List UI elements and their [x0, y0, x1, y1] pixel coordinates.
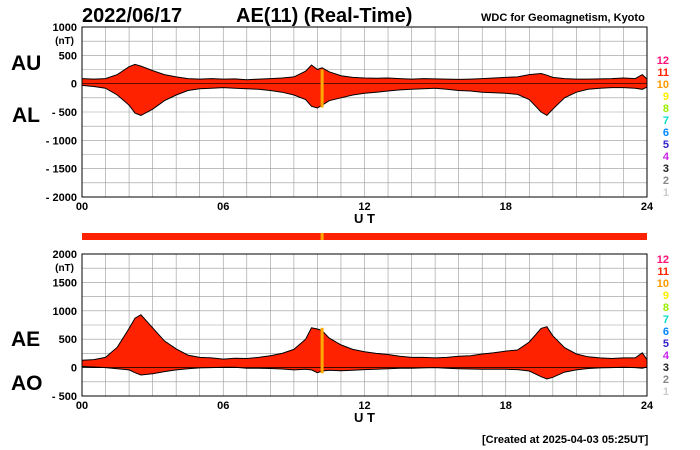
ao-series-line [81, 366, 648, 380]
station-legend-label: 4 [663, 350, 670, 362]
al-series-line [81, 84, 648, 117]
chart-date: 2022/06/17 [82, 5, 183, 27]
station-legend-label: 3 [663, 163, 669, 175]
y-tick-label: - 2000 [46, 192, 77, 204]
al-label: AL [12, 104, 40, 127]
station-legend-label: 9 [663, 290, 669, 302]
x-tick-label: 24 [641, 201, 654, 213]
y-unit-label: (nT) [55, 263, 74, 274]
station-legend-label: 12 [657, 55, 669, 67]
y-tick-label: 0 [71, 363, 77, 375]
x-tick-label: 06 [217, 201, 229, 213]
x-tick-label: 12 [358, 201, 370, 213]
station-legend-label: 10 [657, 79, 669, 91]
ae-series-line [81, 314, 648, 361]
ae-label: AE [11, 328, 41, 351]
station-legend-label: 4 [663, 151, 670, 163]
x-tick-label: 18 [500, 201, 512, 213]
station-legend-label: 6 [663, 326, 669, 338]
y-tick-label: 2000 [53, 249, 77, 261]
ao-label: AO [11, 372, 43, 395]
plot-frame [81, 26, 648, 198]
y-tick-label: - 1000 [46, 135, 77, 147]
station-legend-label: 7 [663, 314, 669, 326]
x-tick-label: 12 [358, 400, 370, 412]
data-status-bar [82, 233, 647, 240]
y-tick-label: - 500 [52, 107, 77, 119]
station-legend-label: 2 [663, 374, 669, 386]
station-legend-label: 12 [657, 254, 669, 266]
plot-frame [81, 253, 648, 397]
data-source-label: WDC for Geomagnetism, Kyoto [481, 12, 645, 24]
au-label: AU [11, 52, 42, 75]
x-tick-label: 00 [76, 400, 88, 412]
x-tick-label: 24 [641, 400, 654, 412]
ae-ao-area [82, 314, 647, 379]
created-timestamp: [Created at 2025-04-03 05:25UT] [482, 434, 649, 446]
y-tick-label: 1000 [53, 306, 77, 318]
y-tick-label: 500 [59, 334, 77, 346]
y-unit-label: (nT) [55, 36, 74, 47]
station-legend-label: 10 [657, 278, 669, 290]
x-axis-label: U T [354, 211, 375, 226]
x-axis-label: U T [354, 410, 375, 425]
station-legend-label: 9 [663, 91, 669, 103]
ae-ao-panel: 2000 1500 1000 500 0 - 500 (nT) 00 06 12 18 24 U T [52, 249, 654, 425]
station-legend-label: 3 [663, 362, 669, 374]
station-legend-label: 11 [657, 67, 669, 79]
station-legend-label: 7 [663, 115, 669, 127]
x-tick-label: 00 [76, 201, 88, 213]
station-legend-label: 1 [663, 386, 669, 398]
station-legend-label: 2 [663, 175, 669, 187]
y-tick-label: - 500 [52, 391, 77, 403]
station-legend-label: 8 [663, 302, 669, 314]
station-legend-label: 5 [663, 338, 669, 350]
status-bar-fill [82, 233, 647, 240]
y-tick-label: 1000 [53, 22, 77, 34]
y-tick-label: - 1500 [46, 164, 77, 176]
station-legend-label: 8 [663, 103, 669, 115]
y-tick-label: 500 [59, 50, 77, 62]
au-series-line [81, 63, 648, 81]
x-tick-label: 18 [500, 400, 512, 412]
station-legend-label: 6 [663, 127, 669, 139]
station-legend-label: 5 [663, 139, 669, 151]
station-legend-label: 11 [657, 266, 669, 278]
y-tick-label: 0 [71, 79, 77, 91]
station-legend-label: 1 [663, 187, 669, 199]
au-al-panel: 1000 500 0 - 500 - 1000 - 1500 - 2000 (nT) 00 06 1… [46, 22, 654, 226]
au-al-area [82, 64, 647, 116]
y-tick-label: 1500 [53, 277, 77, 289]
chart-title: AE(11) (Real-Time) [236, 5, 413, 27]
x-tick-label: 06 [217, 400, 229, 412]
